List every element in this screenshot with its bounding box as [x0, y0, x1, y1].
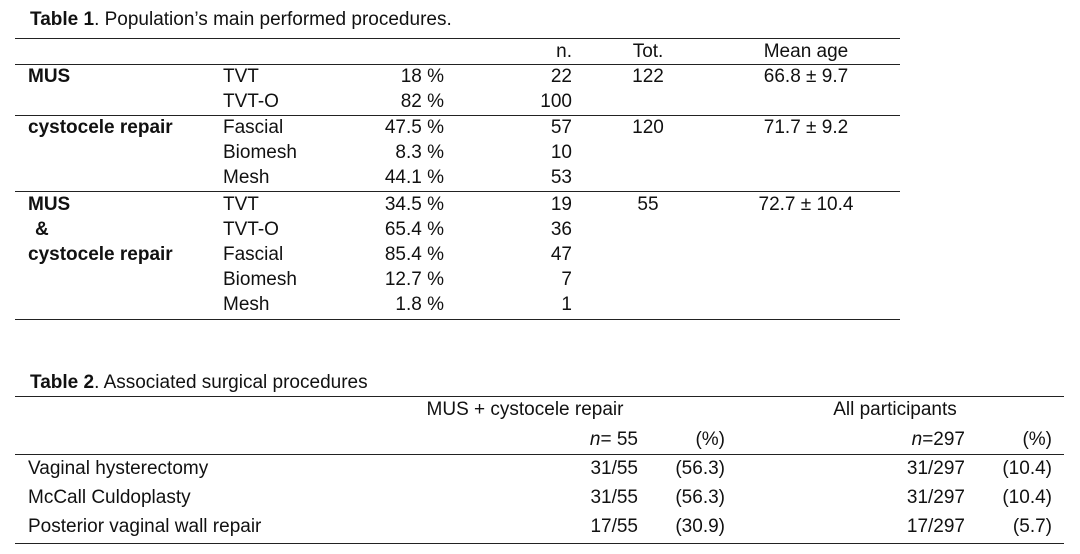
table1-percent: 12.7 %	[384, 269, 444, 290]
table1-group-rule	[15, 115, 900, 116]
table1-count: 19	[550, 194, 572, 215]
table1-count: 47	[550, 244, 572, 265]
table1-procedure: Fascial	[223, 117, 284, 138]
table1-percent: 1.8 %	[395, 294, 444, 315]
table2-subheader-n2: n=297	[860, 428, 965, 452]
table2-group-header: All participants	[833, 399, 957, 420]
table1-header-mean-age: Mean age	[763, 41, 849, 62]
table1-percent: 8.3 %	[395, 142, 444, 163]
table1-percent: 85.4 %	[384, 244, 444, 265]
table1-count: 10	[550, 142, 572, 163]
table1-count: 1	[561, 294, 572, 315]
table1-group-label: cystocele repair	[28, 244, 173, 265]
table1-procedure: Mesh	[223, 294, 270, 315]
table1-group-label: MUS	[28, 194, 71, 215]
table1-count: 7	[561, 269, 572, 290]
table1-group-tot: 122	[632, 66, 664, 87]
table2-row-label: Vaginal hysterectomy	[28, 458, 209, 479]
table2-cell: 31/55	[590, 487, 638, 508]
table2-cell: (10.4)	[1002, 487, 1052, 508]
table1-caption: Table 1. Population’s main performed pro…	[30, 8, 452, 32]
table2-row-label: Posterior vaginal wall repair	[28, 516, 262, 537]
table1-group-tot: 55	[637, 194, 659, 215]
table1-header-tot: Tot.	[632, 41, 664, 62]
table1-group-label: &	[35, 219, 49, 240]
table2-cell: (10.4)	[1002, 458, 1052, 479]
table2-header-rule	[15, 454, 1064, 455]
n1-value: = 55	[600, 429, 638, 450]
n2-value: =297	[922, 429, 965, 450]
table1-bottom-rule	[15, 319, 900, 320]
table1-count: 22	[550, 66, 572, 87]
table1-group-label: MUS	[28, 66, 71, 87]
table1-procedure: Biomesh	[223, 142, 297, 163]
table1-group-rule	[15, 191, 900, 192]
table2-cell: 31/55	[590, 458, 638, 479]
table1-percent: 47.5 %	[384, 117, 444, 138]
table2-top-rule	[15, 396, 1064, 397]
table2-cell: (56.3)	[675, 458, 725, 479]
table1-procedure: TVT-O	[223, 219, 279, 240]
table2-group-header: MUS + cystocele repair	[426, 399, 624, 420]
table1-group-mean-age: 66.8 ± 9.7	[763, 66, 849, 87]
table1-caption-label: Table 1	[30, 9, 95, 30]
table1-count: 36	[550, 219, 572, 240]
table1-header-n: n.	[556, 41, 572, 62]
table1-percent: 44.1 %	[384, 167, 444, 188]
table1-procedure: Biomesh	[223, 269, 297, 290]
table1-caption-text: . Population’s main performed procedures…	[94, 9, 452, 30]
table2-row-label: McCall Culdoplasty	[28, 487, 191, 508]
table1-percent: 65.4 %	[384, 219, 444, 240]
n-symbol: n	[589, 429, 601, 450]
table1-procedure: TVT	[223, 66, 259, 87]
table1-count: 53	[550, 167, 572, 188]
table1-group-mean-age: 72.7 ± 10.4	[758, 194, 854, 215]
table2-caption-text: . Associated surgical procedures	[94, 372, 368, 393]
table2-cell: 17/55	[590, 516, 638, 537]
table2-cell: 31/297	[906, 487, 965, 508]
table1-procedure: TVT-O	[223, 91, 279, 112]
table1-percent: 82 %	[400, 91, 444, 112]
table1-count: 100	[540, 91, 572, 112]
table2-subheader-pct1: (%)	[695, 429, 725, 450]
table1-percent: 18 %	[400, 66, 444, 87]
table1-procedure: TVT	[223, 194, 259, 215]
table2-cell: (30.9)	[675, 516, 725, 537]
table1-header-rule	[15, 64, 900, 65]
table2-cell: (56.3)	[675, 487, 725, 508]
table2-caption: Table 2. Associated surgical procedures	[30, 371, 368, 395]
table2-cell: 17/297	[906, 516, 965, 537]
n-symbol: n	[911, 429, 923, 450]
table2-cell: (5.7)	[1012, 516, 1052, 537]
table1-procedure: Mesh	[223, 167, 270, 188]
table1-procedure: Fascial	[223, 244, 284, 265]
table2-bottom-rule	[15, 543, 1064, 544]
table2-caption-label: Table 2	[30, 372, 95, 393]
table1-percent: 34.5 %	[384, 194, 444, 215]
table1-group-tot: 120	[632, 117, 664, 138]
table1-group-label: cystocele repair	[28, 117, 173, 138]
table2-subheader-pct2: (%)	[1022, 429, 1052, 450]
table2-subheader-n1: n= 55	[540, 428, 638, 452]
table1-top-rule	[15, 38, 900, 39]
table2-cell: 31/297	[906, 458, 965, 479]
table1-count: 57	[550, 117, 572, 138]
table1-group-mean-age: 71.7 ± 9.2	[763, 117, 849, 138]
